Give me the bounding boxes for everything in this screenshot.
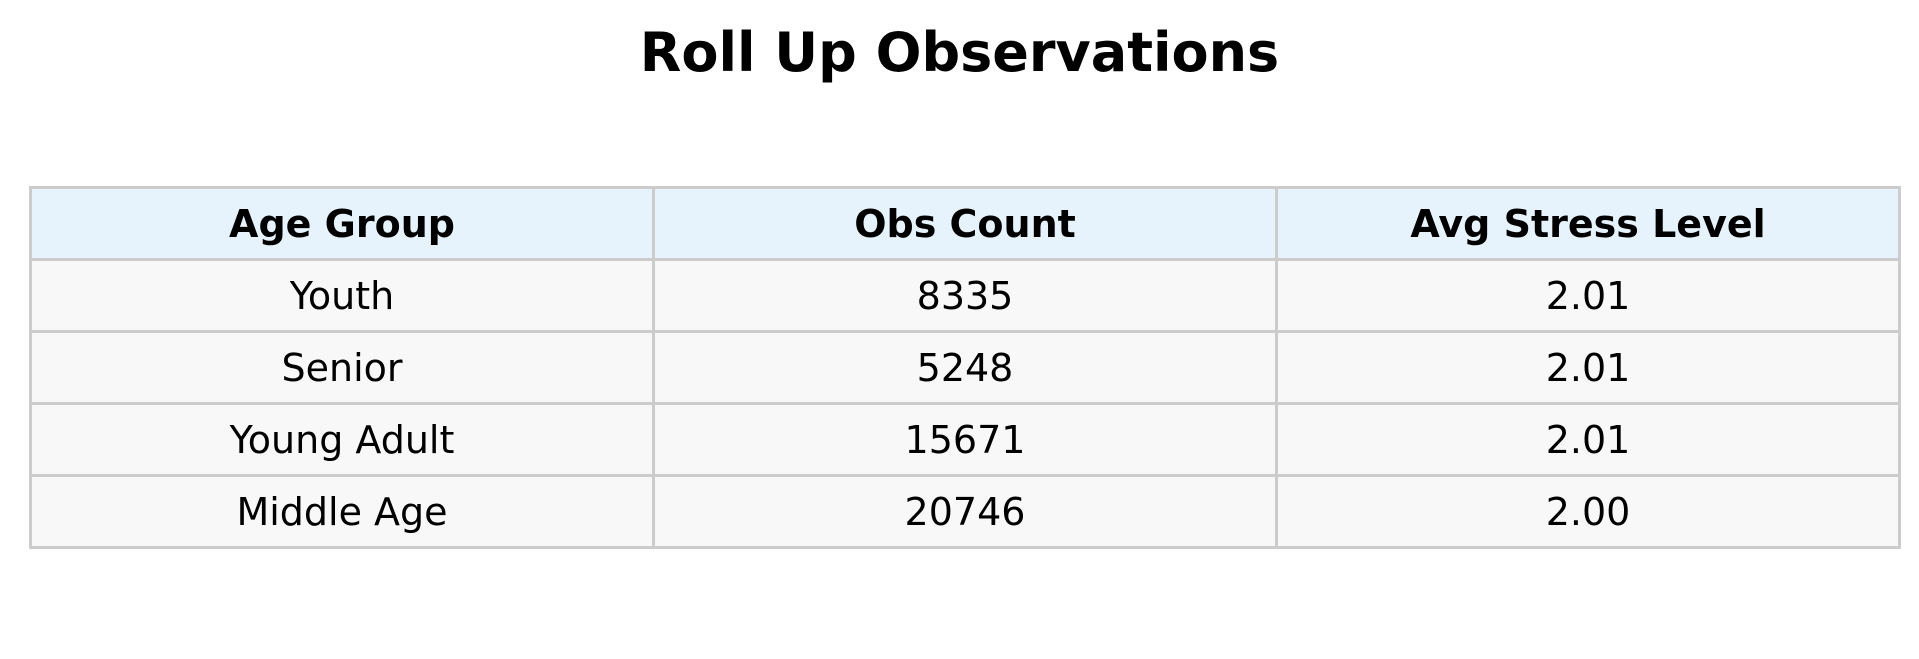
table-row: Senior 5248 2.01 (29, 330, 1901, 405)
cell-obs-count: 5248 (652, 330, 1278, 405)
column-header-obs-count: Obs Count (652, 186, 1278, 261)
table-row: Youth 8335 2.01 (29, 258, 1901, 333)
data-table: Age Group Obs Count Avg Stress Level You… (29, 186, 1901, 549)
cell-age-group: Young Adult (29, 402, 655, 477)
cell-obs-count: 15671 (652, 402, 1278, 477)
column-header-age-group: Age Group (29, 186, 655, 261)
cell-avg-stress-level: 2.01 (1275, 330, 1901, 405)
cell-age-group: Senior (29, 330, 655, 405)
table-row: Middle Age 20746 2.00 (29, 474, 1901, 549)
chart-title: Roll Up Observations (639, 21, 1280, 84)
column-header-avg-stress-level: Avg Stress Level (1275, 186, 1901, 261)
cell-avg-stress-level: 2.01 (1275, 258, 1901, 333)
table-header-row: Age Group Obs Count Avg Stress Level (29, 186, 1901, 261)
cell-age-group: Youth (29, 258, 655, 333)
cell-avg-stress-level: 2.00 (1275, 474, 1901, 549)
cell-avg-stress-level: 2.01 (1275, 402, 1901, 477)
cell-obs-count: 8335 (652, 258, 1278, 333)
cell-age-group: Middle Age (29, 474, 655, 549)
cell-obs-count: 20746 (652, 474, 1278, 549)
table-row: Young Adult 15671 2.01 (29, 402, 1901, 477)
